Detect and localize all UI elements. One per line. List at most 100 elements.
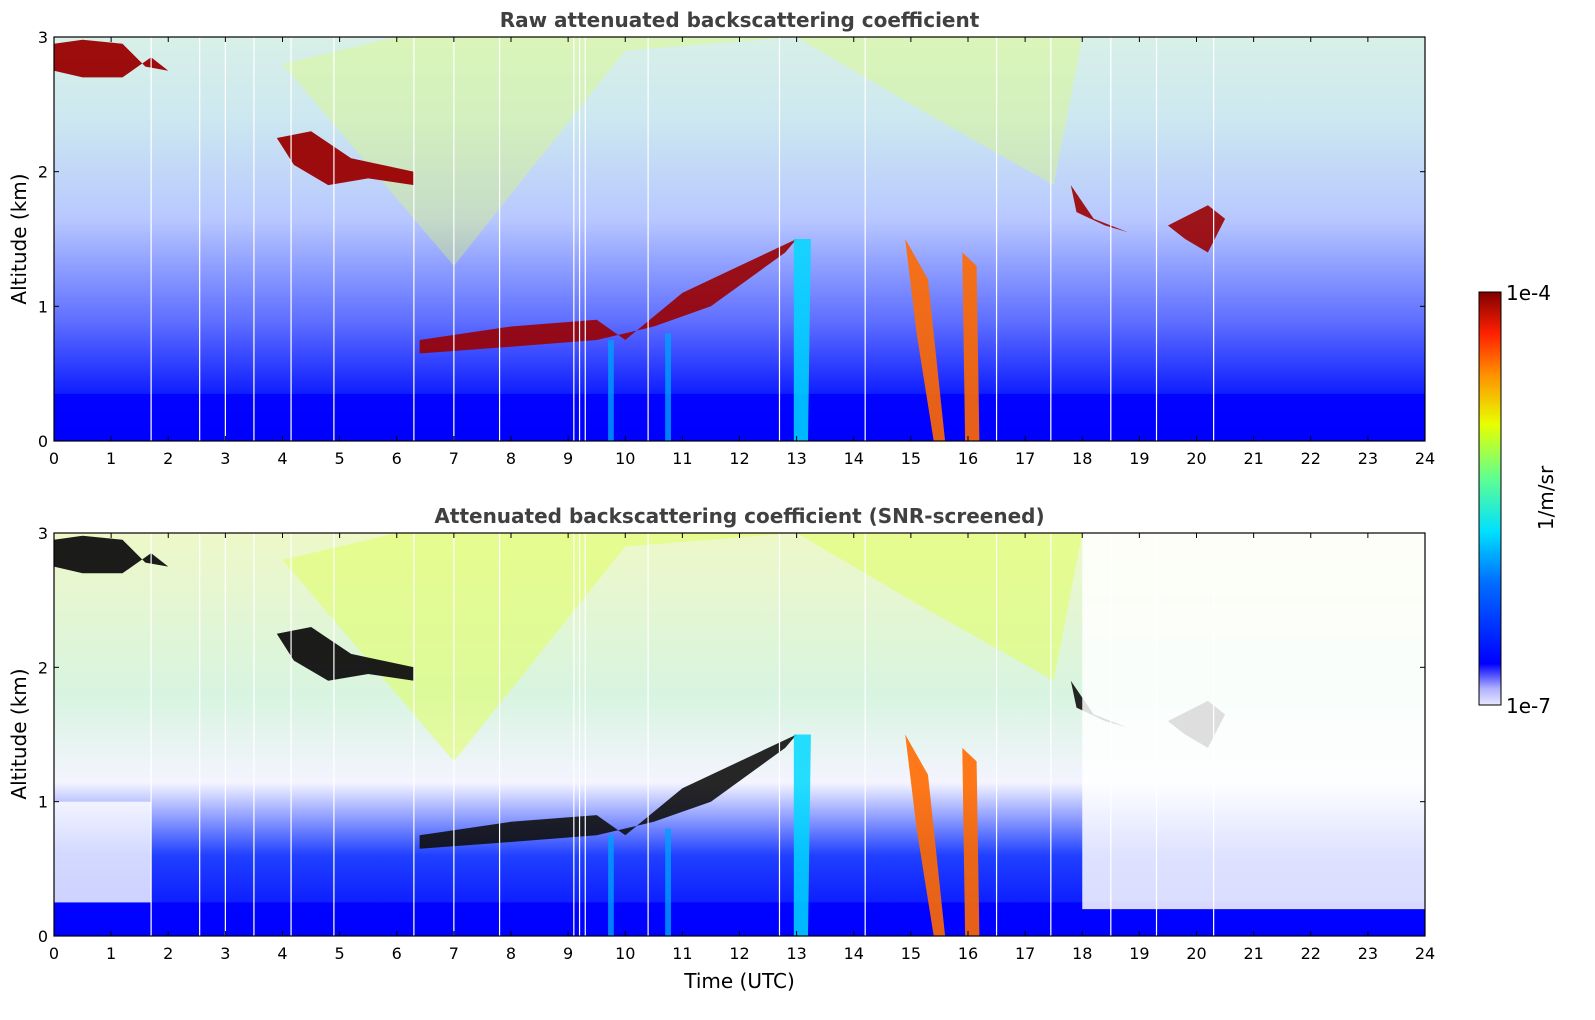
x-tick-label: 20 [1186,944,1206,963]
cloud-right [1070,185,1128,233]
y-tick-label: 1 [38,793,48,812]
x-tick-label: 22 [1301,449,1321,468]
screened-out-region [1082,533,1425,910]
x-tick-label: 0 [49,449,59,468]
x-tick-label: 19 [1129,449,1149,468]
x-tick-label: 15 [901,449,921,468]
precipitation-shaft [665,333,671,441]
x-tick-label: 4 [277,944,287,963]
x-tick-label: 6 [392,944,402,963]
cloud-right-2 [1167,205,1226,253]
colorbar-unit-label: 1/m/sr [1534,465,1558,530]
x-tick-label: 21 [1243,449,1263,468]
x-tick-label: 14 [844,449,864,468]
precipitation-shaft [905,734,946,936]
panel-screened-ylabel: Altitude (km) [7,668,31,799]
screened-out-region [54,801,152,903]
x-tick-label: 17 [1015,449,1035,468]
colorbar: 1e-4 1e-7 1/m/sr [1478,281,1558,718]
x-tick-label: 2 [163,944,173,963]
colorbar-bottom-label: 1e-7 [1506,694,1551,718]
panel-raw: Raw attenuated backscattering coefficien… [7,8,1435,468]
panel-screened-heatmap [54,533,1425,936]
boundary-layer [54,393,1425,441]
x-tick-label: 10 [615,944,635,963]
panel-raw-title: Raw attenuated backscattering coefficien… [500,8,980,32]
x-tick-label: 7 [449,449,459,468]
x-tick-label: 4 [277,449,287,468]
precipitation-shaft [608,340,614,441]
x-tick-label: 16 [958,449,978,468]
precipitation-shaft [793,734,811,936]
x-tick-label: 1 [106,449,116,468]
x-tick-label: 11 [672,449,692,468]
panel-raw-ylabel: Altitude (km) [7,173,31,304]
cloud-high [54,39,169,78]
cloud-mid [276,627,414,681]
precipitation-shaft [793,239,811,441]
x-tick-label: 9 [563,449,573,468]
x-tick-label: 0 [49,944,59,963]
y-tick-label: 1 [38,297,48,316]
x-tick-label: 9 [563,944,573,963]
y-tick-label: 2 [38,163,48,182]
aerosol-haze [282,533,1083,762]
x-tick-label: 8 [506,449,516,468]
precipitation-shaft [665,828,671,936]
colorbar-gradient [1478,291,1502,706]
x-tick-label: 16 [958,944,978,963]
x-tick-label: 5 [335,944,345,963]
precipitation-shaft [962,747,980,936]
cloud-low [419,239,797,354]
x-tick-label: 11 [672,944,692,963]
x-tick-label: 15 [901,944,921,963]
x-tick-label: 6 [392,449,402,468]
x-tick-label: 22 [1301,944,1321,963]
panel-screened-title: Attenuated backscattering coefficient (S… [434,504,1044,528]
panel-raw-x-ticks: 0 1 2 3 4 5 6 7 8 9 10 11 12 13 14 15 16 17 18 19 20 21 22 23 24 [49,37,1435,468]
x-tick-label: 5 [335,449,345,468]
precipitation-shaft [905,239,946,441]
x-tick-label: 3 [220,944,230,963]
y-tick-label: 0 [38,432,48,451]
x-tick-label: 10 [615,449,635,468]
panel-screened: Attenuated backscattering coefficient (S… [7,504,1435,993]
x-tick-label: 13 [786,944,806,963]
colorbar-top-label: 1e-4 [1506,281,1551,305]
x-tick-label: 20 [1186,449,1206,468]
x-tick-label: 2 [163,449,173,468]
x-tick-label: 24 [1415,944,1435,963]
x-tick-label: 23 [1358,944,1378,963]
x-tick-label: 12 [729,944,749,963]
x-tick-label: 14 [844,944,864,963]
x-tick-label: 23 [1358,449,1378,468]
x-tick-label: 24 [1415,449,1435,468]
panel-raw-y-ticks: 0 1 2 3 [38,28,1425,451]
x-tick-label: 21 [1243,944,1263,963]
y-tick-label: 3 [38,524,48,543]
x-tick-label: 18 [1072,944,1092,963]
x-tick-label: 19 [1129,944,1149,963]
aerosol-haze [282,37,1083,266]
y-tick-label: 2 [38,658,48,677]
cloud-low [419,734,797,849]
panel-raw-heatmap [54,37,1425,441]
precipitation-shaft [608,835,614,936]
panel-screened-xlabel: Time (UTC) [683,969,795,993]
y-tick-label: 3 [38,28,48,47]
x-tick-label: 12 [729,449,749,468]
x-tick-label: 1 [106,944,116,963]
x-tick-label: 17 [1015,944,1035,963]
x-tick-label: 3 [220,449,230,468]
x-tick-label: 18 [1072,449,1092,468]
x-tick-label: 8 [506,944,516,963]
cloud-mid [276,131,414,186]
cloud-high [54,535,169,574]
x-tick-label: 7 [449,944,459,963]
x-tick-label: 13 [786,449,806,468]
precipitation-shaft [962,252,980,441]
panel-screened-x-ticks: 0 1 2 3 4 5 6 7 8 9 10 11 12 13 14 15 16 17 18 19 20 21 22 23 24 [49,533,1435,963]
panel-screened-y-ticks: 0 1 2 3 [38,524,1425,946]
y-tick-label: 0 [38,927,48,946]
